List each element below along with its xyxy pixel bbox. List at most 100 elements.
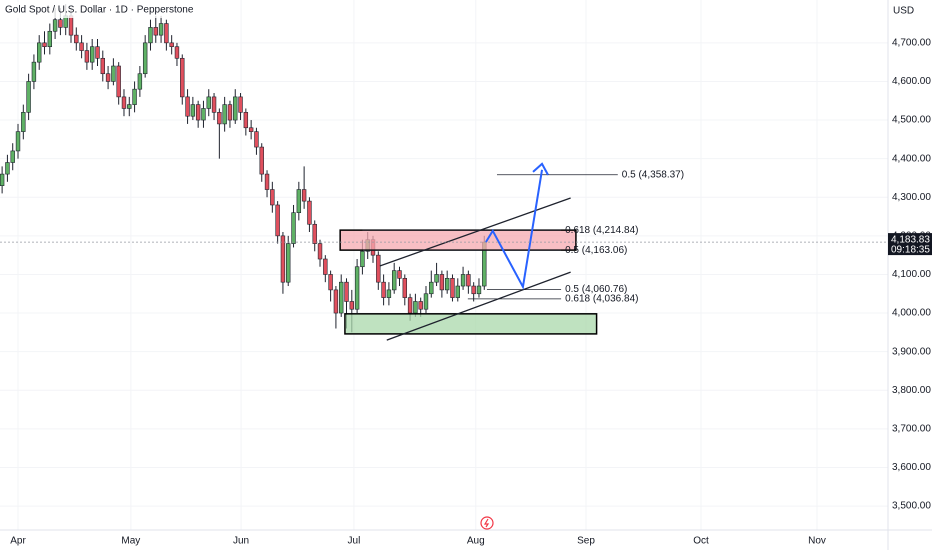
candle-body xyxy=(153,27,158,36)
x-tick-label: Apr xyxy=(10,536,26,547)
y-tick-label: 4,400.00 xyxy=(892,153,931,164)
candle-body xyxy=(217,112,222,125)
candle-body xyxy=(26,81,31,113)
events-icon[interactable] xyxy=(480,516,494,530)
candle-body xyxy=(105,73,111,82)
candle-body xyxy=(116,65,121,98)
candle-body xyxy=(227,104,233,121)
candle-body xyxy=(344,281,349,302)
events-bolt xyxy=(483,518,490,528)
y-tick-label: 3,700.00 xyxy=(892,424,931,435)
candle-body xyxy=(397,270,402,279)
candle-body xyxy=(423,293,429,310)
candle-body xyxy=(280,235,286,283)
candle-body xyxy=(296,189,302,213)
candle-body xyxy=(190,104,196,117)
candle-body xyxy=(180,57,185,98)
candle-body xyxy=(222,104,227,125)
candle-body xyxy=(47,30,53,48)
x-tick-label: Jun xyxy=(233,536,249,547)
candle-body xyxy=(52,19,58,32)
candle-body xyxy=(328,274,333,291)
candle-body xyxy=(243,112,249,129)
x-tick-label: Aug xyxy=(467,536,485,547)
candle-body xyxy=(455,285,460,298)
candle-body xyxy=(79,42,84,51)
candle-body xyxy=(158,23,164,36)
last-price-tag xyxy=(888,233,932,256)
fib-label: 0.5 (4,060.76) xyxy=(565,284,627,295)
candle-body xyxy=(169,42,174,48)
candle-body xyxy=(349,301,355,310)
candle-body xyxy=(286,243,291,283)
candle-body xyxy=(164,23,169,44)
x-tick-label: Sep xyxy=(577,536,595,547)
candle-body xyxy=(434,274,439,283)
candle-body xyxy=(450,278,455,298)
countdown-label: 09:18:35 xyxy=(891,245,930,256)
candle-body xyxy=(84,50,90,63)
candle-body xyxy=(407,297,413,314)
y-tick-label: 4,100.00 xyxy=(892,269,931,280)
y-tick-label: 3,900.00 xyxy=(892,346,931,357)
y-tick-label: 4,600.00 xyxy=(892,76,931,87)
candle-body xyxy=(201,108,206,121)
candle-body xyxy=(137,73,143,90)
candle-body xyxy=(185,96,190,117)
candle-body xyxy=(5,162,10,175)
candle-body xyxy=(317,243,323,260)
candle-body xyxy=(31,61,37,82)
candle-body xyxy=(381,281,386,298)
price-axis xyxy=(888,0,932,550)
candle-body xyxy=(248,127,254,132)
candle-body xyxy=(476,285,482,295)
candle-body xyxy=(211,96,217,113)
zone xyxy=(344,313,598,335)
candle-body xyxy=(148,27,153,44)
candle-body xyxy=(323,258,328,275)
fib-label: 0.618 (4,214.84) xyxy=(565,225,638,236)
candle-body xyxy=(121,96,127,109)
candle-body xyxy=(21,112,26,132)
candle-body xyxy=(339,281,344,314)
candle-body xyxy=(259,146,264,175)
candle-body xyxy=(386,289,392,298)
x-tick-label: Nov xyxy=(808,536,826,547)
candle-body xyxy=(402,278,407,298)
y-tick-label: 4,000.00 xyxy=(892,308,931,319)
candle-body xyxy=(127,104,132,109)
y-tick-label: 3,600.00 xyxy=(892,462,931,473)
candle-body xyxy=(418,301,423,310)
candle-body xyxy=(471,285,476,295)
candle-body xyxy=(391,270,397,291)
candle-body xyxy=(291,212,296,244)
candle-body xyxy=(307,200,312,225)
candle-body xyxy=(233,96,238,121)
candle-body xyxy=(68,15,74,36)
candle-body xyxy=(100,57,105,75)
x-tick-label: May xyxy=(121,536,140,547)
plot xyxy=(0,0,888,530)
candle-body xyxy=(142,42,148,75)
candle-body xyxy=(254,131,259,148)
x-tick-label: Jul xyxy=(348,536,361,547)
candle-body xyxy=(354,266,360,310)
candle-body xyxy=(37,42,42,63)
candle-body xyxy=(301,189,307,202)
candle-body xyxy=(74,34,79,44)
y-tick-label: 4,300.00 xyxy=(892,192,931,203)
candle-body xyxy=(0,173,5,186)
projection-path xyxy=(485,169,544,290)
candle-body xyxy=(444,278,450,291)
candle-body xyxy=(206,96,211,109)
y-tick-label: 4,700.00 xyxy=(892,37,931,48)
candle-body xyxy=(376,254,381,283)
header-bg xyxy=(0,2,172,18)
candle-body xyxy=(333,289,339,314)
candle-body xyxy=(466,274,471,287)
candle-body xyxy=(89,46,95,63)
candle-body xyxy=(42,42,47,48)
projection-arrowhead xyxy=(532,162,549,176)
